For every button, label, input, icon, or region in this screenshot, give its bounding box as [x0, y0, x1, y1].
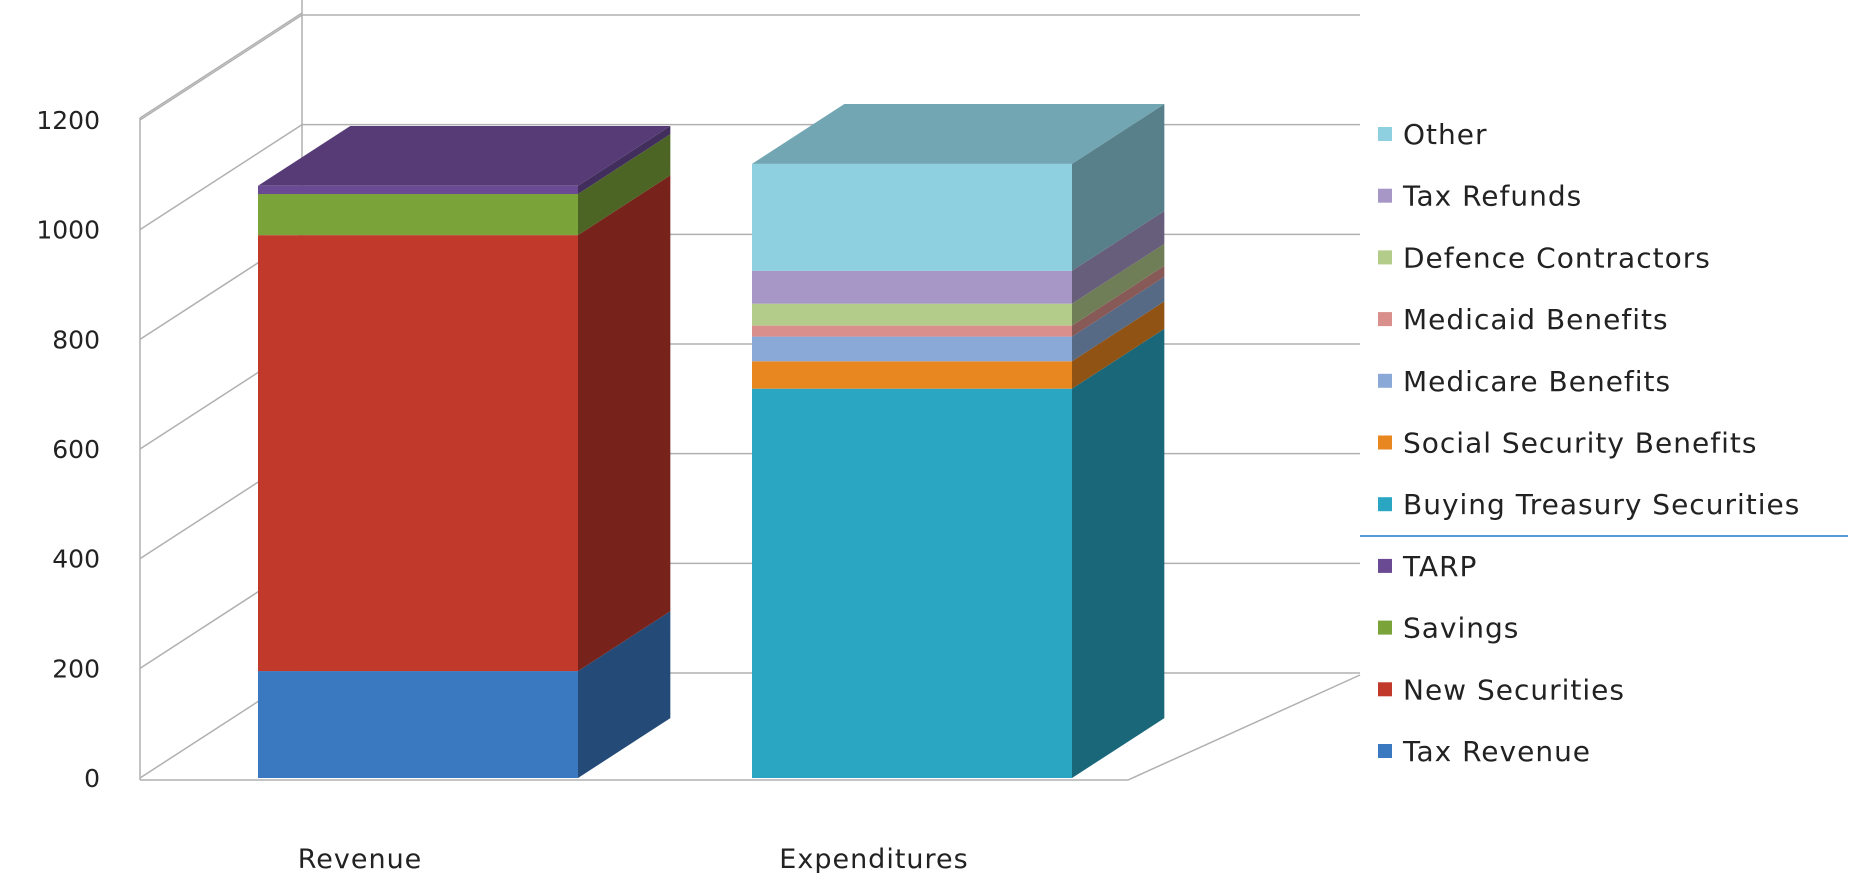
- bar-segment-other: [752, 104, 1165, 271]
- floor-edge: [140, 674, 1361, 781]
- y-tick-label: 0: [84, 764, 100, 793]
- bar-stack-revenue: [258, 125, 671, 778]
- x-tick-label: Expenditures: [779, 844, 968, 873]
- legend-swatch: [1378, 558, 1392, 573]
- legend-swatch: [1378, 435, 1392, 450]
- legend-item-tarp: TARP: [1378, 550, 1477, 583]
- bar-side: [1072, 104, 1165, 271]
- bar-front: [258, 235, 578, 672]
- bar-segment-medicare-benefits: [752, 276, 1165, 362]
- y-tick-label: 600: [52, 435, 100, 464]
- bar-side: [1072, 328, 1165, 778]
- gridline-side: [139, 124, 303, 231]
- bar-front: [258, 185, 578, 195]
- y-tick-label: 1000: [36, 216, 100, 245]
- legend-swatch: [1378, 497, 1392, 512]
- bar-side: [578, 125, 671, 195]
- bar-front: [752, 325, 1072, 337]
- x-tick-label: Revenue: [298, 844, 423, 873]
- bar-side: [1072, 276, 1165, 362]
- bar-segment-social-security-benefits: [752, 301, 1165, 389]
- y-axis-tick-labels: 0 200 400 600 800 1000 1200: [36, 106, 100, 793]
- bar-segment-medicaid-benefits: [752, 265, 1165, 337]
- bar-side: [1072, 265, 1165, 337]
- y-tick-label: 1200: [36, 106, 100, 135]
- bar-side: [578, 134, 671, 236]
- legend-item-tax-refunds: Tax Refunds: [1378, 180, 1582, 213]
- legend-item-other: Other: [1378, 118, 1488, 151]
- legend-label: Social Security Benefits: [1403, 427, 1757, 460]
- bars: [258, 104, 1165, 778]
- legend-swatch: [1378, 682, 1392, 697]
- legend-label: TARP: [1402, 550, 1477, 583]
- bar-segment-defence-contractors: [752, 243, 1165, 326]
- legend-swatch: [1378, 127, 1392, 141]
- bar-front: [752, 388, 1072, 778]
- legend-label: Defence Contractors: [1403, 241, 1711, 274]
- legend-swatch: [1378, 250, 1392, 265]
- legend-swatch: [1378, 620, 1392, 635]
- legend-label: Buying Treasury Securities: [1403, 488, 1800, 521]
- bar-front: [752, 303, 1072, 326]
- bar-segment-new-securities: [258, 175, 671, 672]
- bar-front: [258, 671, 578, 778]
- bar-side: [578, 175, 671, 672]
- bar-segment-savings: [258, 134, 671, 236]
- y-tick-label: 800: [52, 325, 100, 354]
- side-wall-top-edge: [139, 12, 303, 119]
- legend-item-medicare-benefits: Medicare Benefits: [1378, 365, 1671, 398]
- legend-swatch: [1378, 312, 1392, 327]
- legend-label: Savings: [1403, 612, 1519, 645]
- bar-stack-expenditures: [752, 104, 1165, 778]
- bar-segment-buying-treasury-securities: [752, 328, 1165, 778]
- bar-front: [752, 361, 1072, 389]
- bar-front: [752, 336, 1072, 362]
- bar-segment-tax-refunds: [752, 210, 1165, 304]
- bar-top: [752, 104, 1165, 164]
- x-axis-category-labels: Revenue Expenditures: [298, 844, 968, 873]
- gridline-side: [139, 14, 303, 121]
- legend-label: Other: [1403, 118, 1488, 151]
- bar-front: [752, 270, 1072, 304]
- legend-item-social-security-benefits: Social Security Benefits: [1378, 427, 1757, 460]
- bar-front: [752, 163, 1072, 271]
- legend-item-medicaid-benefits: Medicaid Benefits: [1378, 303, 1669, 336]
- legend-label: Medicare Benefits: [1403, 365, 1671, 398]
- bar-side: [578, 611, 671, 778]
- legend: Other Tax Refunds Defence Contractors Medic…: [1360, 118, 1848, 768]
- legend-item-defence-contractors: Defence Contractors: [1378, 241, 1711, 274]
- legend-label: Tax Revenue: [1402, 735, 1591, 768]
- legend-label: Tax Refunds: [1402, 180, 1582, 213]
- bar-front: [258, 194, 578, 236]
- bar-side: [1072, 210, 1165, 304]
- bar-segment-tax-revenue: [258, 611, 671, 778]
- bar-side: [1072, 243, 1165, 326]
- legend-item-new-securities: New Securities: [1378, 673, 1625, 706]
- legend-swatch: [1378, 373, 1392, 388]
- bar-side: [1072, 301, 1165, 389]
- y-tick-label: 400: [52, 545, 100, 574]
- legend-item-buying-treasury-securities: Buying Treasury Securities: [1378, 488, 1800, 521]
- bar-segment-tarp: [258, 125, 671, 195]
- legend-item-tax-revenue: Tax Revenue: [1378, 735, 1591, 768]
- legend-swatch: [1378, 188, 1392, 203]
- y-tick-label: 200: [52, 654, 100, 683]
- legend-swatch: [1378, 744, 1392, 758]
- legend-label: Medicaid Benefits: [1403, 303, 1669, 336]
- legend-label: New Securities: [1403, 673, 1625, 706]
- legend-item-savings: Savings: [1378, 612, 1519, 645]
- bar-top: [258, 125, 671, 186]
